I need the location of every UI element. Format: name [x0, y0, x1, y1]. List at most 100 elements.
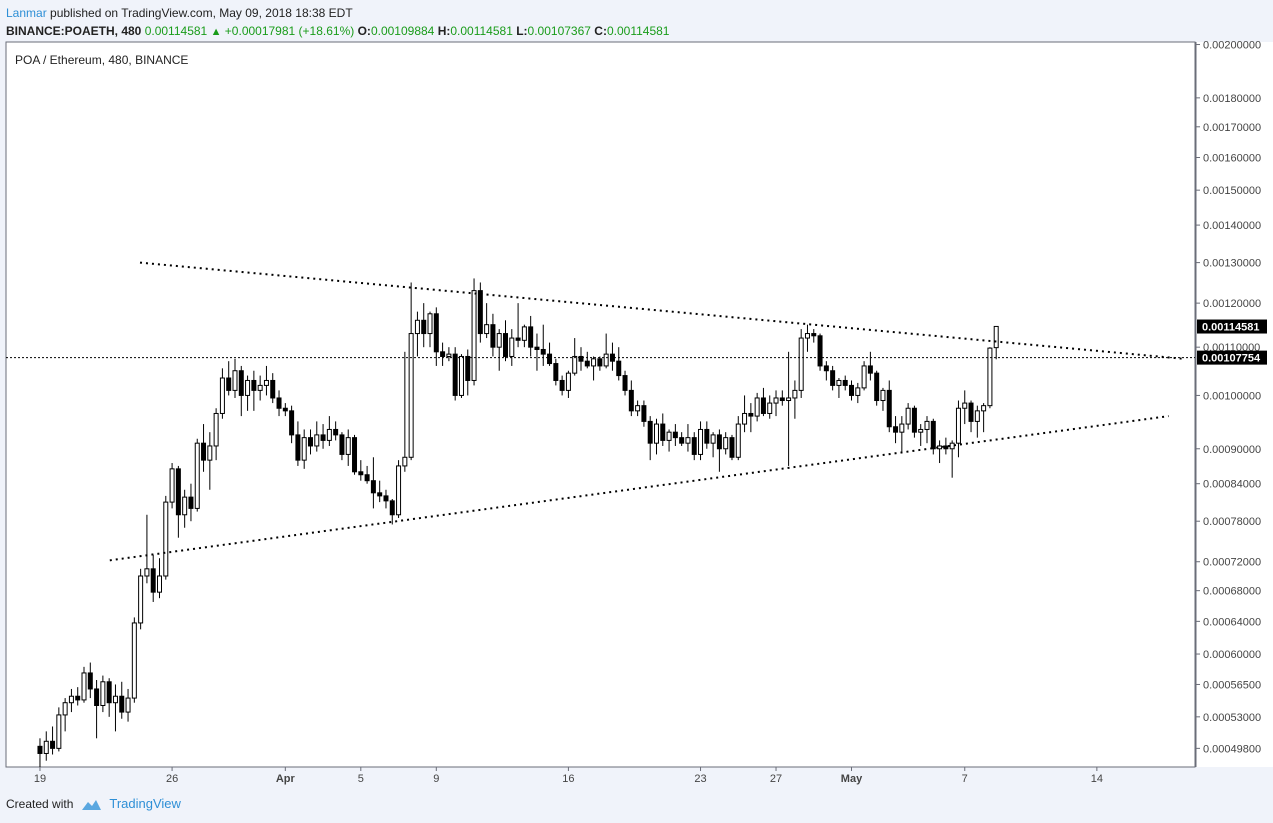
candle[interactable] [276, 390, 282, 417]
candle[interactable] [773, 390, 779, 417]
candle[interactable] [591, 356, 597, 381]
candle[interactable] [263, 365, 269, 396]
candle[interactable] [710, 432, 716, 458]
candles[interactable] [37, 278, 999, 767]
candle[interactable] [754, 392, 760, 422]
candle[interactable] [679, 432, 685, 446]
candle[interactable] [496, 329, 502, 371]
candle[interactable] [289, 405, 295, 444]
candle[interactable] [56, 707, 62, 752]
candle[interactable] [553, 358, 559, 386]
candle[interactable] [540, 324, 546, 366]
candle[interactable] [521, 324, 527, 348]
candle[interactable] [490, 313, 496, 357]
candle[interactable] [201, 424, 207, 472]
candle[interactable] [723, 432, 729, 455]
candle[interactable] [50, 726, 56, 755]
candle[interactable] [396, 460, 402, 518]
candle[interactable] [144, 514, 150, 584]
upper-trendline[interactable] [139, 261, 1184, 360]
candle[interactable] [880, 387, 886, 411]
candle[interactable] [232, 358, 238, 398]
candle[interactable] [446, 347, 452, 362]
candle[interactable] [43, 731, 49, 761]
candle[interactable] [924, 416, 930, 444]
candle[interactable] [326, 416, 332, 446]
candle[interactable] [339, 432, 345, 461]
candle[interactable] [528, 315, 534, 357]
author-link[interactable]: Lanmar [6, 6, 47, 20]
candle[interactable] [635, 400, 641, 417]
candle[interactable] [119, 681, 125, 719]
candle[interactable] [182, 489, 188, 528]
candle[interactable] [968, 400, 974, 433]
candle[interactable] [245, 375, 251, 411]
candle[interactable] [798, 329, 804, 398]
candle[interactable] [169, 463, 175, 509]
candle[interactable] [471, 278, 477, 386]
candle[interactable] [383, 489, 389, 509]
candle[interactable] [987, 347, 993, 409]
candle[interactable] [622, 370, 628, 396]
candle[interactable] [804, 324, 810, 352]
candle[interactable] [100, 675, 106, 713]
candle[interactable] [974, 405, 980, 438]
candle[interactable] [163, 495, 169, 580]
candle[interactable] [402, 351, 408, 472]
candle[interactable] [704, 421, 710, 449]
candle[interactable] [861, 361, 867, 391]
candle[interactable] [226, 361, 232, 396]
candle[interactable] [660, 413, 666, 446]
candle[interactable] [157, 558, 163, 599]
candle[interactable] [842, 375, 848, 391]
candle[interactable] [251, 370, 257, 411]
candle[interactable] [603, 333, 609, 369]
candle[interactable] [270, 373, 276, 404]
candle[interactable] [408, 282, 414, 461]
candle[interactable] [37, 738, 43, 767]
candle[interactable] [314, 421, 320, 452]
candle[interactable] [68, 688, 74, 713]
candle[interactable] [131, 617, 137, 703]
candle[interactable] [786, 351, 792, 466]
candle[interactable] [830, 365, 836, 391]
candle[interactable] [320, 424, 326, 449]
price-axis-area[interactable] [1196, 42, 1273, 767]
candle[interactable] [572, 338, 578, 376]
candle[interactable] [414, 311, 420, 357]
candle[interactable] [742, 395, 748, 433]
candle[interactable] [918, 424, 924, 446]
candle[interactable] [584, 351, 590, 369]
chart[interactable]: POA / Ethereum, 480, BINANCE 0.002000000… [0, 0, 1273, 790]
candle[interactable] [433, 307, 439, 366]
candle[interactable] [993, 325, 999, 360]
candle[interactable] [509, 329, 515, 366]
candle[interactable] [779, 390, 785, 406]
candle[interactable] [484, 303, 490, 339]
candle[interactable] [849, 380, 855, 401]
candle[interactable] [477, 282, 483, 343]
candle[interactable] [565, 370, 571, 398]
candle[interactable] [836, 378, 842, 398]
candle[interactable] [352, 434, 358, 475]
candle[interactable] [886, 380, 892, 433]
candle[interactable] [213, 408, 219, 461]
candle[interactable] [515, 303, 521, 348]
candle[interactable] [559, 375, 565, 396]
candle[interactable] [616, 347, 622, 381]
candle[interactable] [874, 370, 880, 406]
candle[interactable] [75, 687, 81, 706]
candle[interactable] [823, 361, 829, 381]
candle[interactable] [62, 698, 68, 732]
candle[interactable] [893, 416, 899, 444]
candle[interactable] [345, 429, 351, 466]
candle[interactable] [81, 666, 87, 703]
candle[interactable] [125, 688, 131, 722]
candle[interactable] [792, 380, 798, 419]
candle[interactable] [194, 438, 200, 512]
plot-area[interactable] [5, 41, 1196, 768]
candle[interactable] [219, 368, 225, 419]
candle[interactable] [534, 333, 540, 371]
candle[interactable] [691, 432, 697, 461]
lower-trendline[interactable] [109, 415, 1169, 562]
